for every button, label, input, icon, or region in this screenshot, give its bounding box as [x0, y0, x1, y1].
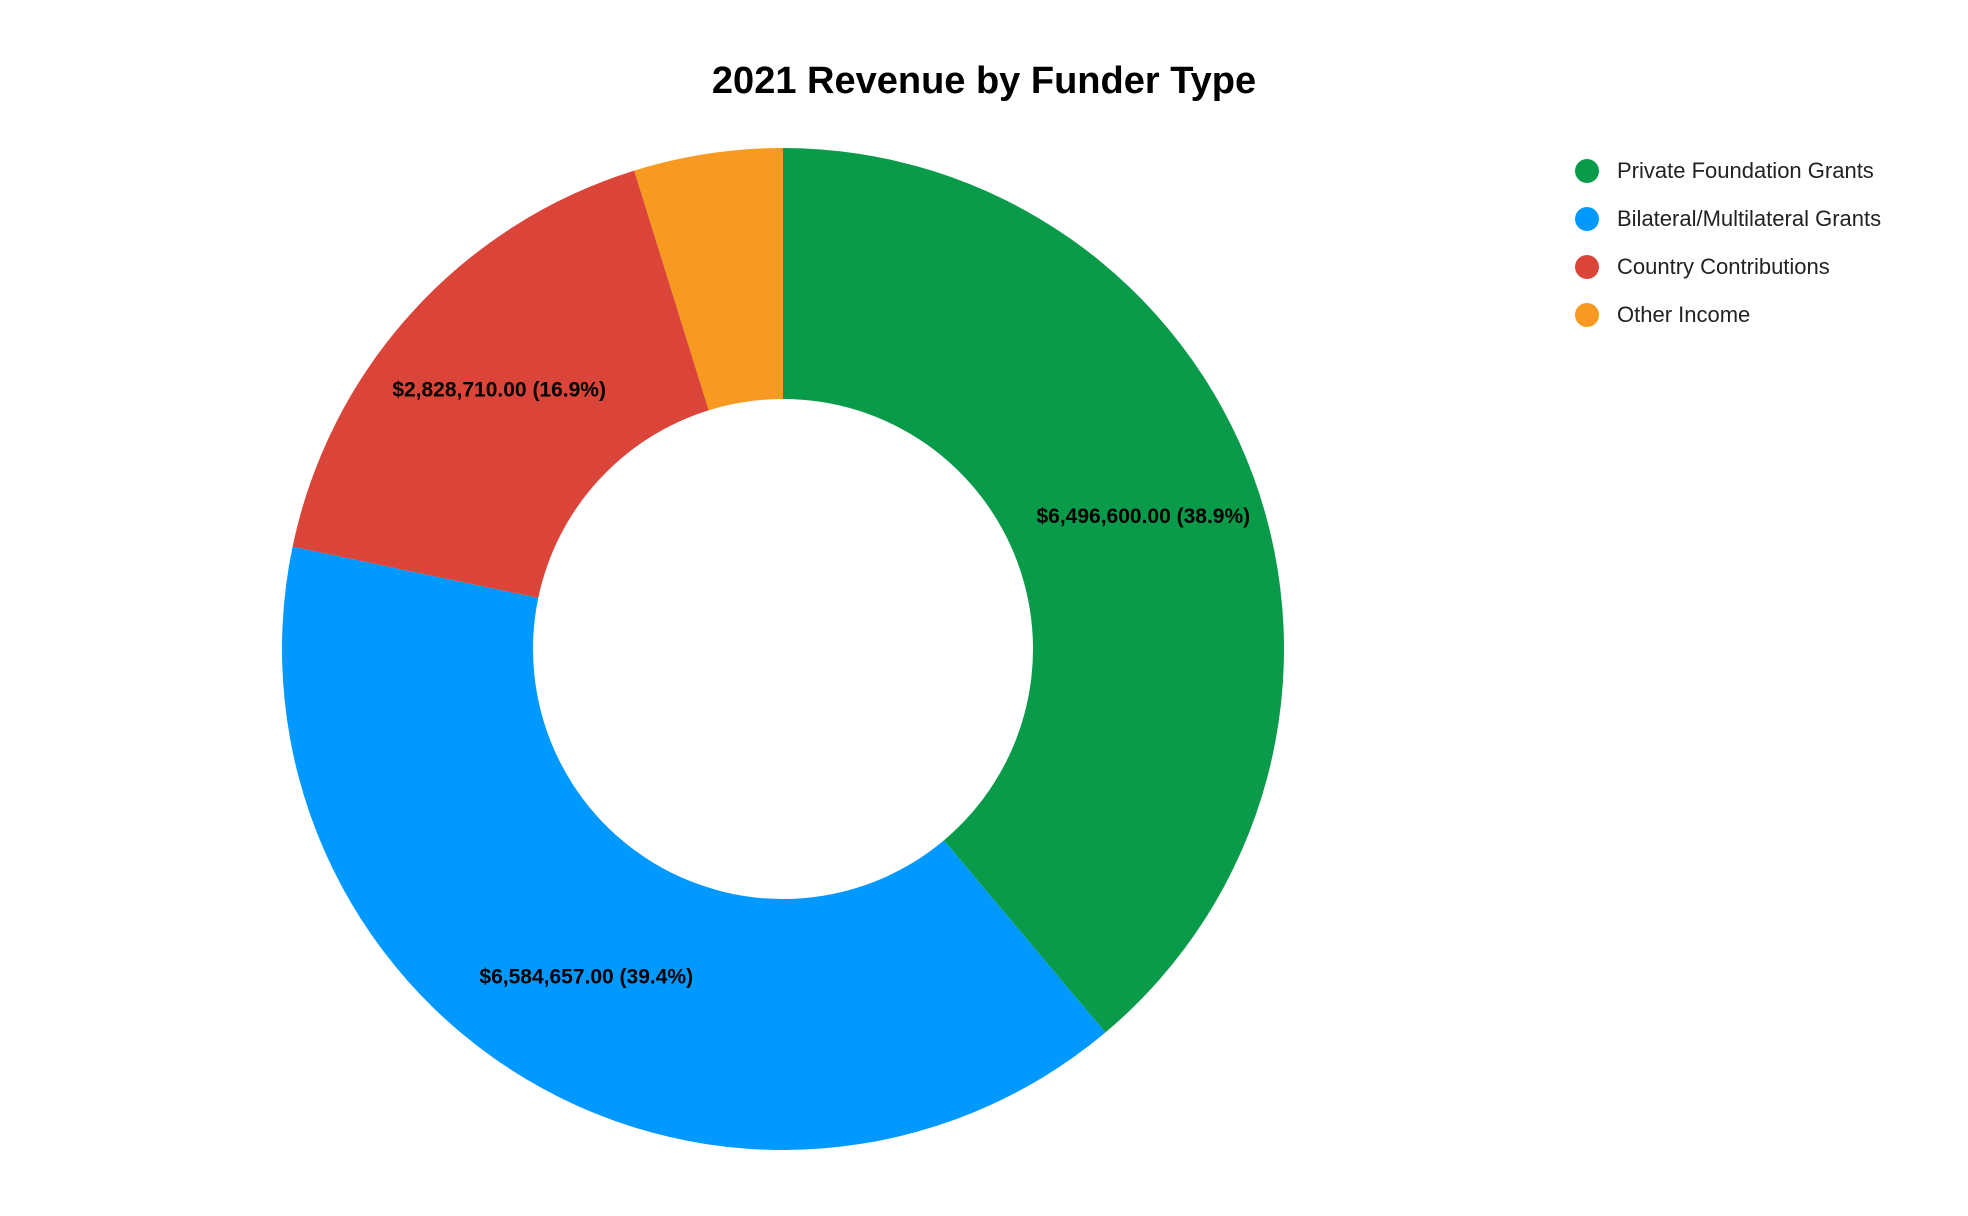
- legend-label: Private Foundation Grants: [1617, 158, 1874, 183]
- legend-item[interactable]: Private Foundation Grants: [1575, 147, 1881, 195]
- legend: Private Foundation Grants Bilateral/Mult…: [1575, 147, 1881, 339]
- slice-data-label: $6,584,657.00 (39.4%): [479, 966, 693, 989]
- legend-item[interactable]: Bilateral/Multilateral Grants: [1575, 195, 1881, 243]
- legend-swatch: [1575, 207, 1599, 231]
- legend-swatch: [1575, 303, 1599, 327]
- legend-swatch: [1575, 159, 1599, 183]
- legend-label: Bilateral/Multilateral Grants: [1617, 206, 1882, 231]
- legend-item[interactable]: Country Contributions: [1575, 243, 1881, 291]
- slice-data-label: $2,828,710.00 (16.9%): [392, 379, 606, 402]
- legend-label: Other Income: [1617, 302, 1751, 327]
- legend-label: Country Contributions: [1617, 254, 1830, 279]
- donut-slice-0[interactable]: [783, 148, 1284, 1033]
- legend-swatch: [1575, 255, 1599, 279]
- donut-slice-2[interactable]: [292, 170, 709, 598]
- slice-data-label: $6,496,600.00 (38.9%): [1036, 505, 1250, 528]
- chart-title: 2021 Revenue by Funder Type: [711, 60, 1257, 102]
- legend-item[interactable]: Other Income: [1575, 291, 1881, 339]
- donut-slice-3[interactable]: [634, 148, 783, 411]
- donut-slice-1[interactable]: [282, 546, 1106, 1150]
